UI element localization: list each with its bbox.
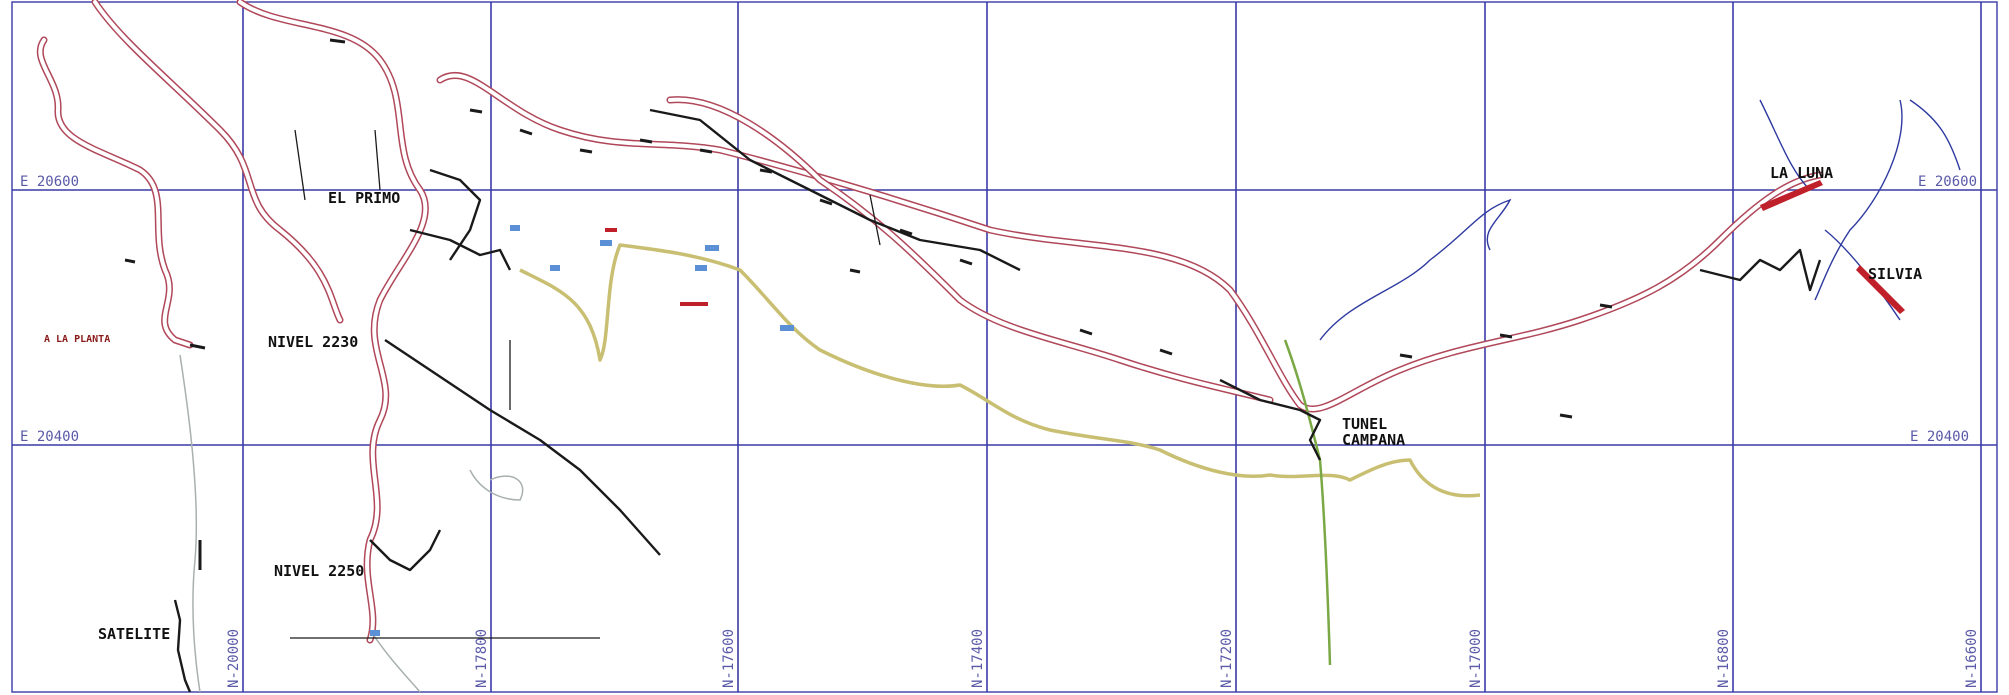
road-west-loop-inner [38, 38, 192, 347]
northing-label-4: N-17200 [1219, 629, 1235, 688]
easting-label-e20400-left: E 20400 [20, 429, 79, 445]
blue-marker [780, 325, 794, 331]
northing-label-5: N-17000 [1468, 629, 1484, 688]
tunnel-vertical-4 [294, 129, 306, 201]
silvia-vein [1856, 265, 1905, 314]
tick [699, 148, 713, 154]
grey-route-south [469, 469, 524, 501]
road-west-2-inner [93, 0, 342, 322]
road-upper-east-inner [668, 97, 1272, 402]
river-east-2 [1814, 99, 1903, 301]
yellow-route [519, 243, 1481, 498]
blue-marker [695, 265, 707, 271]
tunnel-campana [1219, 378, 1322, 461]
label-silvia: SILVIA [1868, 265, 1922, 283]
la-luna-vein [1760, 180, 1823, 211]
tick [1399, 353, 1413, 359]
tick [1079, 328, 1093, 336]
road-el-primo-inner [238, 0, 428, 642]
northing-label-2: N-17600 [721, 629, 737, 688]
northing-label-0: N-20000 [226, 629, 242, 688]
easting-label-e20600-right: E 20600 [1918, 174, 1977, 190]
tunnel-el-primo-2 [429, 168, 482, 261]
tick [1499, 333, 1513, 339]
tunnel-satelite [173, 599, 192, 693]
roads [36, 0, 1824, 644]
tick [959, 258, 973, 266]
grey-route-west [179, 354, 201, 693]
easting-label-e20400-right: E 20400 [1910, 429, 1969, 445]
tick [329, 38, 346, 44]
river-east-3 [1909, 99, 1961, 171]
blue-marker [550, 265, 560, 271]
blue-markers [370, 225, 794, 636]
road-main-east-inner [438, 73, 1822, 412]
tick [1559, 413, 1573, 419]
tunnel-nivel-2250 [369, 529, 442, 572]
blue-marker [370, 630, 380, 636]
tunnel-la-luna [1699, 248, 1822, 292]
tunnel-vertical-3 [374, 129, 381, 191]
tick [819, 198, 833, 206]
label-nivel-2250: NIVEL 2250 [274, 562, 364, 580]
tunnel-vertical-2 [869, 194, 881, 246]
label-tunel: TUNEL [1342, 415, 1387, 433]
road-west-2 [91, 0, 344, 324]
river-east-1 [1759, 99, 1811, 191]
tick [759, 168, 773, 174]
red-markers [605, 180, 1905, 314]
tick [1159, 348, 1173, 356]
tick [1599, 303, 1613, 309]
tunnel-el-primo-1 [409, 228, 512, 271]
tick [469, 108, 483, 114]
river-campana [1319, 198, 1512, 341]
tick [849, 268, 861, 274]
label-el-primo: EL PRIMO [328, 189, 400, 207]
green-route [1283, 339, 1332, 666]
label-la-luna: LA LUNA [1770, 164, 1833, 182]
tunnel-nivel-2230 [384, 339, 661, 556]
blue-marker [510, 225, 520, 231]
map-frame [11, 1, 1998, 693]
tick [899, 228, 913, 236]
grey-route-south-2 [369, 629, 421, 693]
tunnel-ticks [124, 38, 1613, 570]
label-satelite: SATELITE [98, 625, 170, 643]
blue-marker [705, 245, 719, 251]
label-a-la-planta: A LA PLANTA [44, 334, 110, 345]
label-nivel-2230: NIVEL 2230 [268, 333, 358, 351]
tick [189, 343, 206, 350]
red-marker [605, 228, 617, 232]
red-marker [680, 302, 708, 306]
northing-label-6: N-16800 [1716, 629, 1732, 688]
label-campana: CAMPANA [1342, 431, 1405, 449]
tunnel-upper [649, 108, 1021, 272]
tick [124, 258, 136, 264]
rivers [1319, 99, 1961, 341]
northing-label-7: N-16600 [1964, 629, 1980, 688]
easting-label-e20600-left: E 20600 [20, 174, 79, 190]
tick [579, 148, 593, 154]
northing-label-1: N-17800 [474, 629, 490, 688]
road-upper-east [666, 96, 1274, 404]
road-main-east [436, 71, 1824, 413]
blue-marker [600, 240, 612, 246]
tick [519, 128, 533, 136]
tick [639, 138, 653, 144]
tunnels [173, 108, 1822, 693]
northing-label-3: N-17400 [970, 629, 986, 688]
